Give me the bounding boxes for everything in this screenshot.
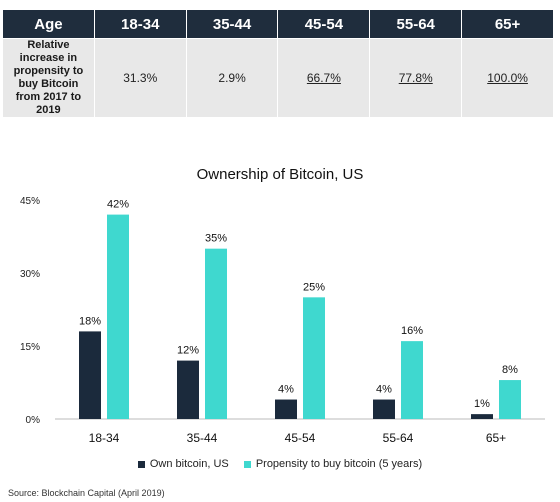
header-col: 45-54 (277, 9, 371, 39)
bar-propensity (303, 297, 325, 419)
data-label: 25% (303, 281, 325, 293)
chart-legend: Own bitcoin, US Propensity to buy bitcoi… (0, 458, 560, 471)
chart-title: Ownership of Bitcoin, US (196, 166, 364, 183)
table-cell: 100.0% (461, 38, 554, 118)
legend-swatch-own (137, 460, 145, 468)
x-tick-label: 55-64 (383, 431, 414, 445)
table-row: Relative increase in propensity to buy B… (2, 38, 554, 118)
bar-own (373, 399, 395, 419)
bar-propensity (499, 380, 521, 419)
legend-swatch-propensity (243, 460, 251, 468)
legend-label: Own bitcoin, US (149, 458, 229, 470)
x-tick-label: 65+ (486, 431, 506, 445)
legend-label: Propensity to buy bitcoin (5 years) (255, 458, 423, 470)
source-note: Source: Blockchain Capital (April 2019) (8, 488, 165, 498)
bar-propensity (205, 248, 227, 419)
data-label: 12% (177, 345, 199, 357)
bar-propensity (401, 341, 423, 419)
x-tick-label: 18-34 (89, 431, 120, 445)
data-label: 1% (474, 398, 490, 410)
table-header-row: Age 18-34 35-44 45-54 55-64 65+ (2, 9, 554, 39)
data-label: 42% (107, 199, 129, 211)
table-cell: 77.8% (369, 38, 463, 118)
data-label: 16% (401, 325, 423, 337)
age-comparison-table: Age 18-34 35-44 45-54 55-64 65+ Relative… (2, 9, 554, 118)
data-label: 35% (205, 233, 227, 245)
legend-item-own: Own bitcoin, US (137, 458, 229, 470)
header-col: 65+ (461, 9, 554, 39)
y-tick-label: 0% (26, 415, 41, 426)
bar-propensity (107, 214, 129, 419)
y-tick-label: 15% (20, 342, 40, 353)
legend-item-propensity: Propensity to buy bitcoin (5 years) (243, 458, 423, 470)
data-label: 4% (376, 384, 392, 396)
table-cell: 31.3% (93, 38, 187, 118)
bar-own (177, 360, 199, 419)
y-tick-label: 30% (20, 269, 40, 280)
bar-own (471, 414, 493, 419)
header-age: Age (2, 9, 95, 39)
y-tick-label: 45% (20, 196, 40, 207)
row-label: Relative increase in propensity to buy B… (2, 38, 95, 118)
header-col: 55-64 (369, 9, 463, 39)
data-label: 18% (79, 315, 101, 327)
x-tick-label: 35-44 (187, 431, 218, 445)
table-cell: 66.7% (277, 38, 371, 118)
data-label: 4% (278, 384, 294, 396)
bar-own (275, 399, 297, 419)
bar-own (79, 331, 101, 419)
table-cell: 2.9% (185, 38, 279, 118)
data-label: 8% (502, 364, 518, 376)
x-tick-label: 45-54 (285, 431, 316, 445)
